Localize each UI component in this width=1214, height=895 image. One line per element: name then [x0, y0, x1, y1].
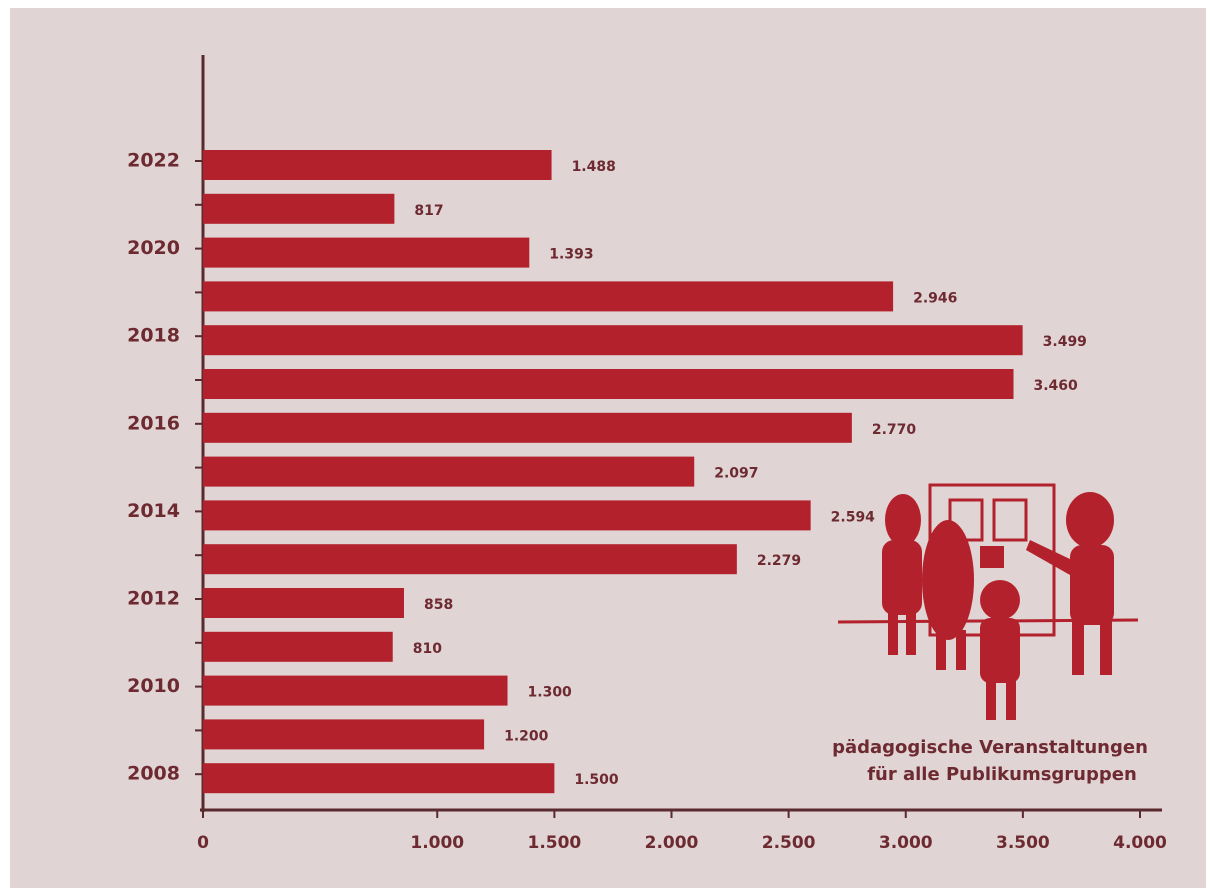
y-tick-label: 2012 [127, 588, 180, 610]
value-label: 2.279 [757, 553, 801, 569]
bar [203, 763, 555, 794]
bar [203, 150, 552, 180]
y-tick-label: 2016 [127, 412, 180, 434]
bar [203, 369, 1014, 399]
y-tick-label: 2022 [127, 150, 180, 172]
annotation: pädagogische Veranstaltungen [832, 737, 1148, 758]
value-label: 810 [413, 641, 442, 657]
x-tick-label: 0 [197, 833, 209, 853]
bar [203, 588, 404, 618]
x-tick-label: 3.500 [996, 833, 1050, 853]
value-label: 1.500 [574, 772, 619, 788]
value-label: 1.393 [549, 247, 593, 263]
bar [203, 631, 393, 662]
bar [203, 412, 852, 443]
value-label: 1.200 [504, 728, 549, 744]
bar [203, 675, 508, 706]
y-tick-label: 2020 [127, 237, 180, 259]
bar [203, 237, 530, 268]
x-tick-label: 2.000 [645, 833, 699, 853]
value-label: 2.770 [872, 422, 917, 438]
value-label: 1.488 [572, 159, 616, 175]
y-tick-label: 2008 [127, 763, 180, 785]
annotation: für alle Publikumsgruppen [867, 764, 1137, 785]
value-label: 817 [414, 203, 443, 219]
bar [203, 544, 737, 575]
x-tick-label: 1.000 [410, 833, 464, 853]
bar [203, 719, 485, 750]
y-tick-label: 2010 [127, 675, 180, 697]
x-tick-label: 2.500 [762, 833, 816, 853]
x-tick-label: 3.000 [879, 833, 933, 853]
value-label: 3.460 [1034, 378, 1079, 394]
value-label: 2.594 [831, 509, 876, 525]
value-label: 1.300 [528, 685, 573, 701]
bar [203, 193, 395, 224]
bar [203, 281, 894, 312]
value-label: 858 [424, 597, 453, 613]
value-label: 3.499 [1043, 334, 1087, 350]
y-tick-label: 2018 [127, 325, 180, 347]
bar [203, 325, 1023, 356]
illustration [837, 483, 1139, 720]
y-tick-label: 2014 [127, 500, 180, 522]
bar [203, 456, 695, 487]
bar [203, 500, 811, 531]
value-label: 2.097 [714, 466, 758, 482]
value-label: 2.946 [913, 290, 957, 306]
x-tick-label: 4.000 [1113, 833, 1167, 853]
x-tick-label: 1.500 [527, 833, 581, 853]
